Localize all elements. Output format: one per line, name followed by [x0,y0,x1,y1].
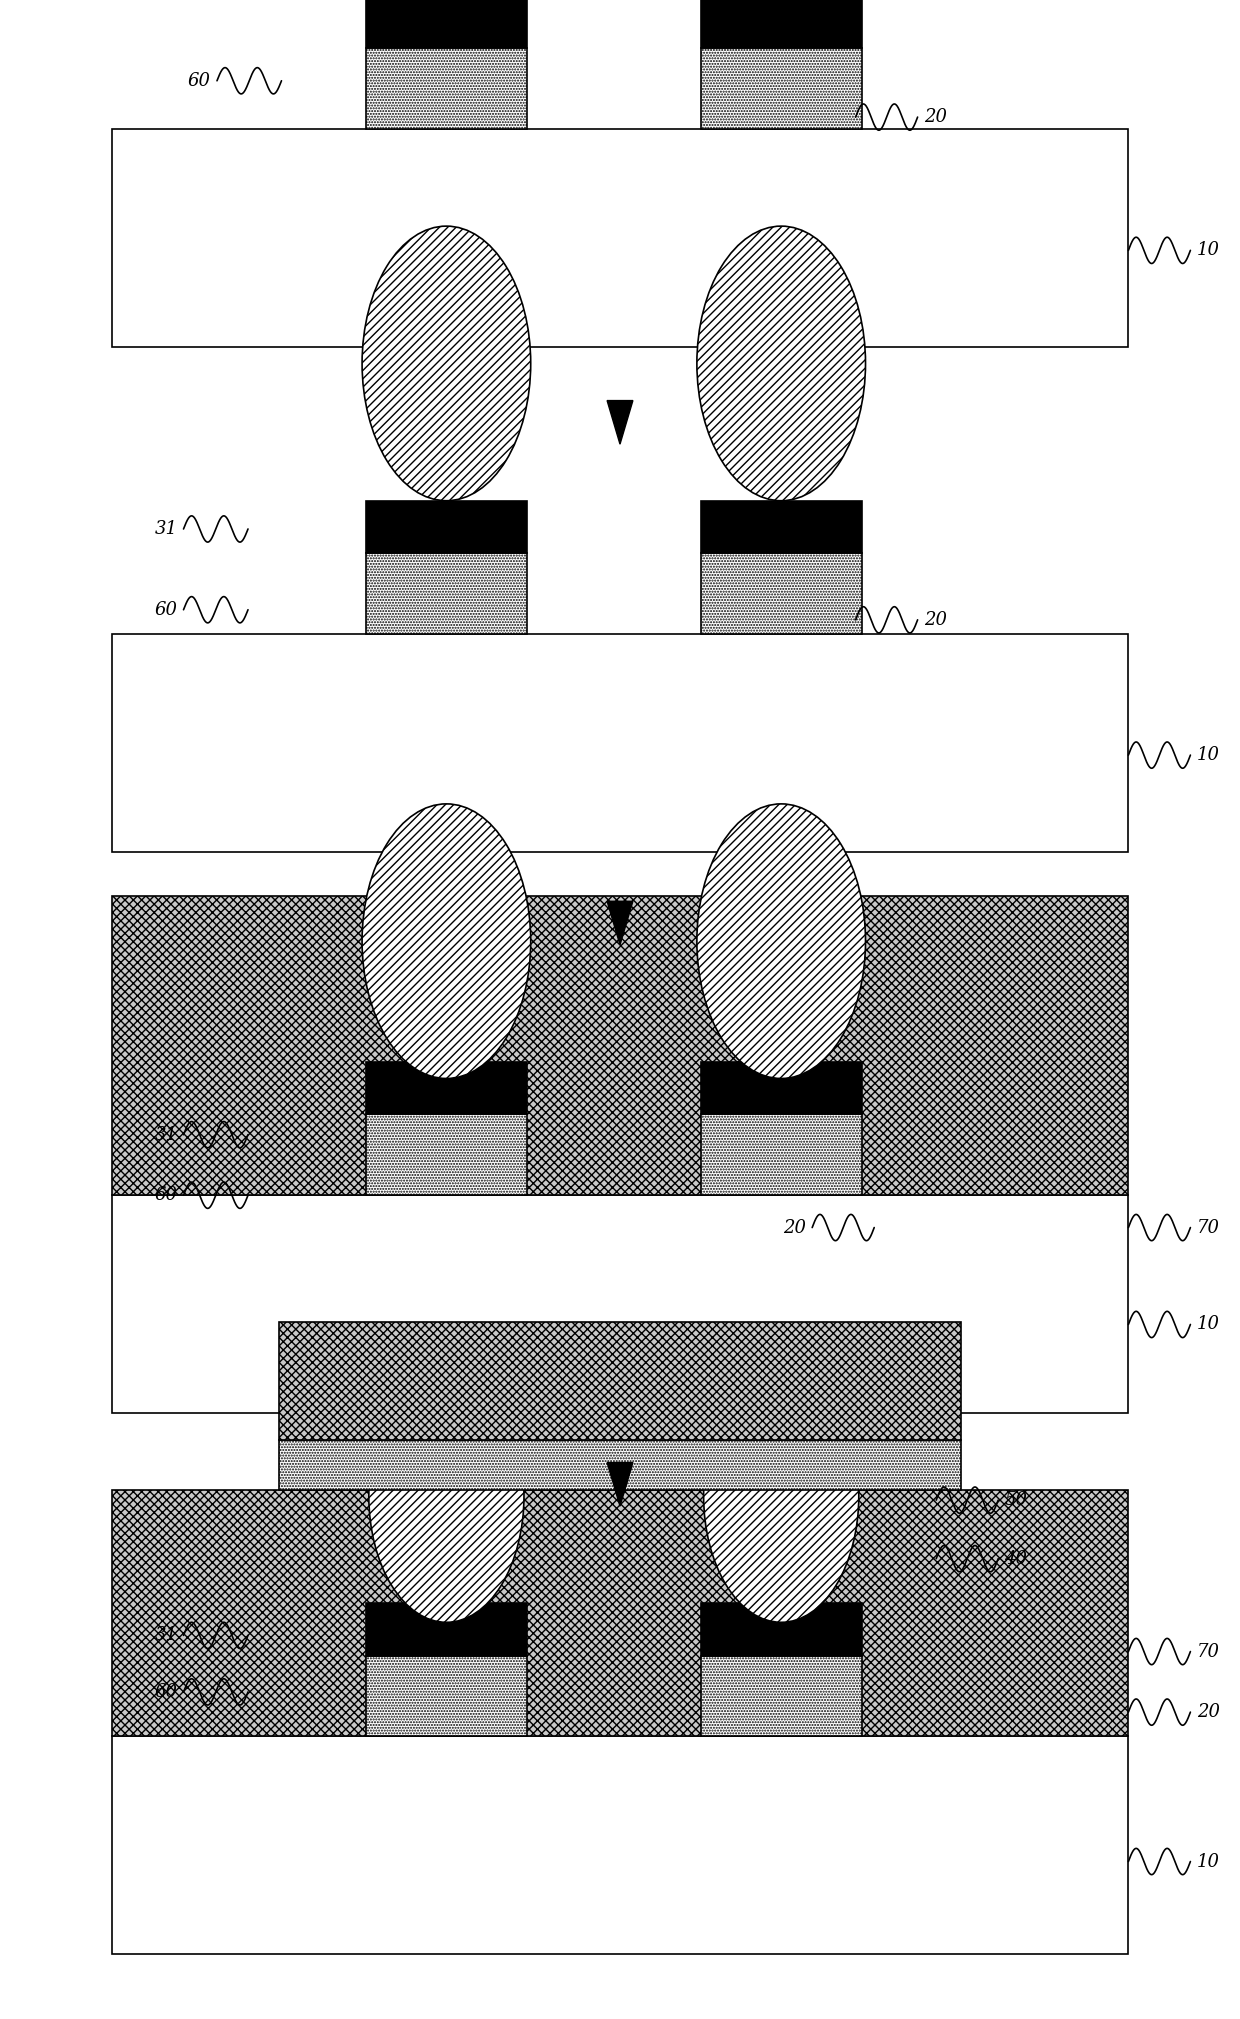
Polygon shape [608,400,632,444]
Polygon shape [608,1462,632,1506]
Bar [112,1490,1128,1736]
Circle shape [368,1369,525,1623]
Bar [366,0,527,48]
Text: 10: 10 [1197,1853,1220,1870]
Bar [279,1440,961,1490]
Bar [701,1062,862,1114]
Text: 10: 10 [1197,747,1220,763]
Bar [112,1736,1128,1954]
Bar [701,1114,862,1195]
Text: 70: 70 [1197,1643,1220,1660]
Bar [366,553,527,634]
Bar [701,553,862,634]
Polygon shape [608,900,632,945]
Text: 60: 60 [187,73,211,89]
Circle shape [362,804,531,1078]
Bar [112,896,1128,1195]
Circle shape [697,226,866,501]
Text: 40: 40 [1004,1551,1028,1567]
Bar [701,48,862,129]
Circle shape [362,226,531,501]
Bar [366,501,527,553]
Bar [366,1062,527,1114]
Bar [366,1603,527,1656]
Bar [112,1195,1128,1413]
Text: 20: 20 [924,109,947,125]
Text: 60: 60 [154,1187,177,1203]
Bar [701,1656,862,1736]
Text: 10: 10 [1197,1316,1220,1333]
Circle shape [703,1369,859,1623]
Text: 10: 10 [1197,242,1220,258]
Text: 70: 70 [1197,1219,1220,1236]
Bar [366,1656,527,1736]
Bar [366,1114,527,1195]
Bar [112,634,1128,852]
Bar [701,501,862,553]
Text: 50: 50 [1004,1492,1028,1508]
Text: 31: 31 [154,1627,177,1643]
Text: 31: 31 [154,1127,177,1143]
Text: 31: 31 [154,521,177,537]
Bar [701,0,862,48]
Bar [701,1603,862,1656]
Text: 20: 20 [782,1219,806,1236]
Bar [112,129,1128,347]
Circle shape [697,804,866,1078]
Text: 20: 20 [1197,1704,1220,1720]
Text: 60: 60 [154,1684,177,1700]
Text: 60: 60 [154,602,177,618]
Bar [366,48,527,129]
Bar [279,1322,961,1440]
Text: 20: 20 [924,612,947,628]
